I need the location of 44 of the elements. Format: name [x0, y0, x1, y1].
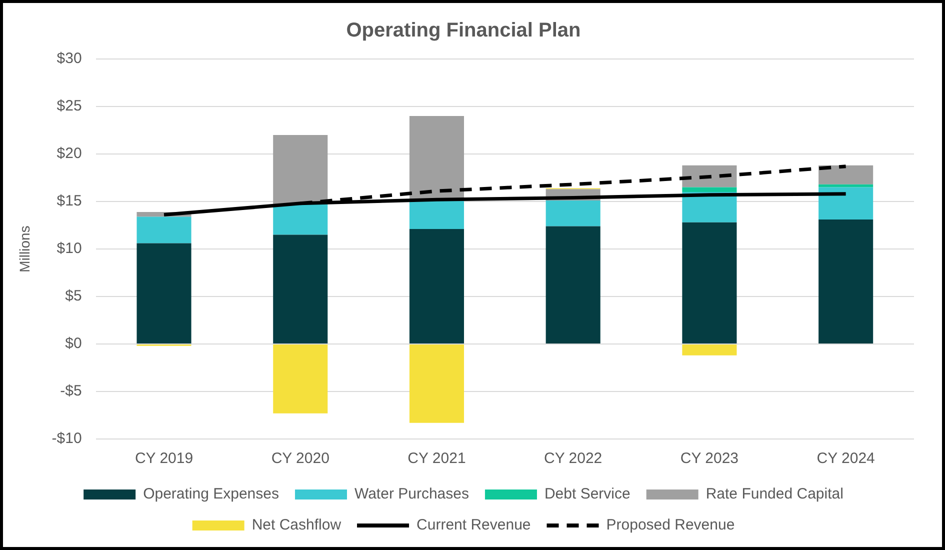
bar — [682, 222, 737, 344]
y-tick-label: $20 — [56, 145, 82, 162]
legend-label: Current Revenue — [416, 516, 531, 534]
bar — [682, 165, 737, 188]
bar — [818, 184, 874, 188]
bar — [818, 165, 874, 184]
bar — [546, 226, 600, 344]
bar — [273, 344, 328, 414]
bar — [818, 187, 874, 220]
y-tick-label: $25 — [56, 98, 82, 115]
y-tick-label: $30 — [56, 50, 82, 68]
bar — [682, 187, 737, 192]
y-tick-label: $10 — [56, 240, 82, 258]
x-tick-label: CY 2019 — [134, 450, 194, 468]
chart-title: Operating Financial Plan — [346, 20, 581, 42]
bar — [818, 220, 874, 344]
bar — [273, 234, 328, 344]
bar — [136, 243, 192, 344]
bar — [273, 204, 328, 235]
bar — [409, 344, 464, 423]
bar — [546, 200, 600, 226]
bar — [273, 135, 328, 204]
x-tick-label: CY 2021 — [408, 450, 466, 468]
legend-label: Rate Funded Capital — [706, 486, 844, 503]
x-tick-label: CY 2023 — [680, 450, 739, 468]
x-tick-label: CY 2024 — [816, 450, 875, 468]
bar — [682, 344, 737, 356]
bar — [136, 216, 192, 244]
legend-label: Proposed Revenue — [606, 516, 735, 534]
legend-label: Operating Expenses — [143, 486, 279, 503]
y-tick-label: $5 — [65, 288, 82, 305]
y-tick-label: $0 — [65, 335, 82, 352]
bar — [409, 116, 464, 201]
legend-label: Net Cashflow — [252, 516, 342, 534]
bar — [409, 229, 464, 344]
y-tick-label: $15 — [56, 192, 82, 210]
legend-label: Debt Service — [544, 486, 630, 503]
bar — [409, 200, 464, 230]
x-tick-label: CY 2020 — [271, 450, 330, 468]
y-tick-label: -$5 — [60, 382, 82, 400]
y-tick-label: -$10 — [52, 430, 82, 448]
x-tick-label: CY 2022 — [544, 450, 602, 468]
y-axis-title: Millions — [16, 226, 32, 272]
legend-label: Water Purchases — [354, 486, 469, 503]
